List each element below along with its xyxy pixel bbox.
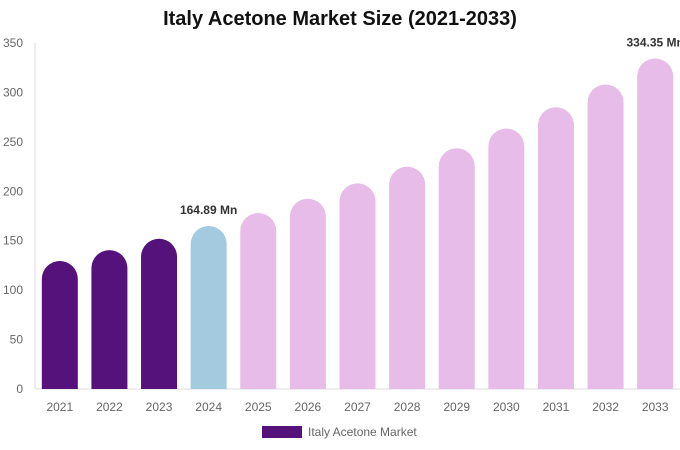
y-tick-label: 350 [3,36,23,50]
x-tick-label: 2021 [46,400,73,414]
bar-2032 [587,84,624,390]
y-tick-label: 0 [16,382,23,396]
x-tick-label: 2024 [195,400,222,414]
bar-2021 [41,260,78,389]
bar-2024 [190,225,227,389]
y-tick-label: 50 [10,333,24,347]
bar-2025 [240,213,277,389]
y-tick-label: 150 [3,234,23,248]
bar-2023 [141,238,178,389]
y-tick-label: 250 [3,135,23,149]
data-label: 164.89 Mn [180,203,237,217]
bar-2028 [389,166,426,389]
bar-2031 [537,107,574,389]
x-tick-label: 2026 [295,400,322,414]
y-tick-label: 100 [3,283,23,297]
x-tick-label: 2022 [96,400,123,414]
data-label: 334.35 Mn [627,35,680,49]
y-tick-label: 200 [3,184,23,198]
x-tick-label: 2023 [146,400,173,414]
bar-2026 [289,198,326,389]
x-tick-label: 2025 [245,400,272,414]
bar-2033 [637,58,674,390]
x-tick-label: 2031 [543,400,570,414]
x-tick-label: 2027 [344,400,371,414]
bar-2030 [488,128,525,389]
y-tick-label: 300 [3,85,23,99]
x-tick-label: 2032 [592,400,619,414]
x-tick-label: 2033 [642,400,669,414]
bar-2027 [339,183,376,389]
x-tick-label: 2029 [443,400,470,414]
legend: Italy Acetone Market [262,425,417,439]
x-tick-label: 2030 [493,400,520,414]
bar-2029 [438,148,475,389]
legend-swatch [262,426,302,438]
chart-title: Italy Acetone Market Size (2021-2033) [163,8,517,30]
legend-label: Italy Acetone Market [308,425,417,439]
x-tick-label: 2028 [394,400,421,414]
bar-2022 [91,250,128,389]
